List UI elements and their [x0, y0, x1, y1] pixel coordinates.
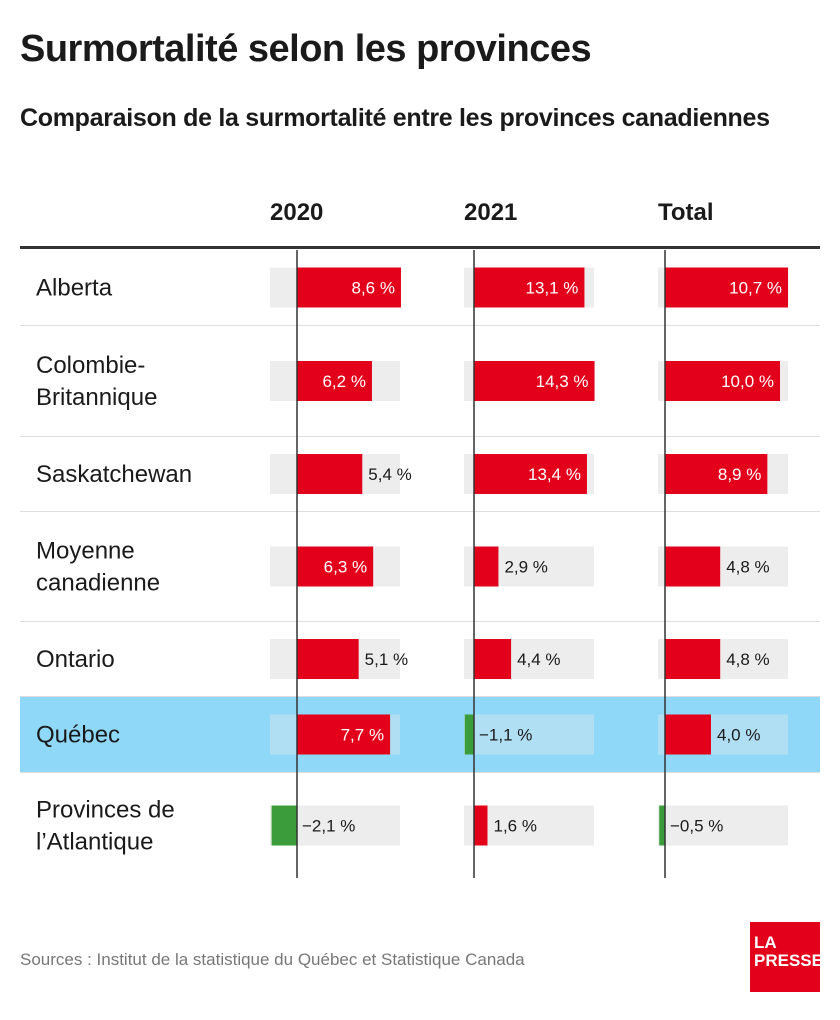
row-label-line: Moyenne — [36, 538, 135, 565]
data-label: −2,1 % — [302, 817, 355, 836]
bar-track — [464, 714, 594, 755]
bar — [665, 714, 711, 755]
row-label-line: Ontario — [36, 646, 115, 673]
row-label: Saskatchewan — [36, 461, 192, 488]
data-label: 14,3 % — [536, 372, 589, 391]
data-label: 4,0 % — [717, 726, 760, 745]
bar — [665, 361, 780, 401]
bar — [665, 546, 721, 587]
row-label: Québec — [36, 722, 120, 749]
bar — [297, 454, 363, 494]
data-label: 5,1 % — [365, 650, 408, 669]
bar — [297, 361, 372, 401]
bar — [297, 714, 391, 755]
column-header-2020: 2020 — [270, 199, 323, 226]
bar — [659, 805, 665, 846]
data-label: 4,8 % — [726, 558, 769, 577]
data-label: 8,6 % — [351, 279, 394, 298]
column-header-total: Total — [658, 199, 714, 226]
data-label: 7,7 % — [341, 726, 384, 745]
data-label: 13,1 % — [525, 279, 578, 298]
data-label: 2,9 % — [504, 558, 547, 577]
data-label: 1,6 % — [493, 817, 536, 836]
row-label-line: canadienne — [36, 570, 160, 597]
row-label: Ontario — [36, 646, 115, 673]
bar — [297, 267, 401, 308]
row-label: Colombie- Britannique — [36, 352, 157, 411]
bar — [297, 546, 374, 587]
bar — [474, 454, 587, 494]
row-label-line: Québec — [36, 722, 120, 749]
data-label: 4,4 % — [517, 650, 560, 669]
chart-title: Surmortalité selon les provinces — [20, 28, 592, 70]
row-label-line: Provinces de — [36, 797, 175, 824]
bar — [297, 639, 359, 679]
la-presse-logo: LA PRESSE — [750, 922, 823, 992]
bar — [474, 639, 512, 679]
bar — [474, 361, 595, 401]
header-rule — [20, 246, 820, 249]
chart-subtitle: Comparaison de la surmortalité entre les… — [20, 104, 770, 132]
data-label: 13,4 % — [528, 465, 581, 484]
bar — [474, 546, 499, 587]
data-label: 6,2 % — [322, 372, 365, 391]
data-label: 8,9 % — [718, 465, 761, 484]
source-note: Sources : Institut de la statistique du … — [20, 950, 525, 969]
data-label: 10,7 % — [729, 279, 782, 298]
column-header-2021: 2021 — [464, 199, 517, 226]
bar — [665, 639, 721, 679]
row-label: Moyenne canadienne — [36, 538, 160, 597]
bar — [474, 805, 488, 846]
bar — [665, 454, 768, 494]
row-label-line: l’Atlantique — [36, 829, 153, 856]
bar-track — [658, 805, 788, 846]
bar — [271, 805, 297, 846]
row-label: Alberta — [36, 275, 113, 302]
row-label-line: Britannique — [36, 384, 157, 411]
row-label-line: Colombie- — [36, 352, 145, 379]
row-label-line: Saskatchewan — [36, 461, 192, 488]
data-label: 4,8 % — [726, 650, 769, 669]
data-label: −1,1 % — [479, 726, 532, 745]
row-label-line: Alberta — [36, 275, 113, 302]
bar — [474, 267, 585, 308]
data-label: 5,4 % — [368, 465, 411, 484]
bar — [665, 267, 789, 308]
bar — [464, 714, 474, 755]
row-label: Provinces de l’Atlantique — [36, 797, 175, 856]
data-label: 10,0 % — [721, 372, 774, 391]
data-label: −0,5 % — [670, 817, 723, 836]
data-label: 6,3 % — [324, 558, 367, 577]
